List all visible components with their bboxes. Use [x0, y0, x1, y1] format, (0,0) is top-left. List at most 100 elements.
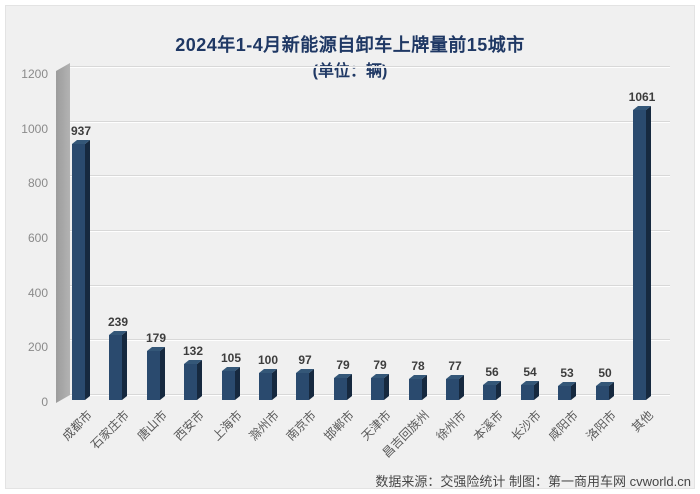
- bar-value-label: 132: [182, 344, 204, 358]
- x-axis-label: 徐州市: [433, 408, 469, 444]
- bar-value-label: 1061: [628, 90, 656, 104]
- bar-front-face: [446, 379, 459, 400]
- bar-value-label: 79: [336, 358, 350, 372]
- bar-top-face: [222, 367, 240, 371]
- bar-value-label: 79: [373, 358, 387, 372]
- bar-top-face: [371, 374, 389, 378]
- bar-front-face: [259, 373, 272, 400]
- bar: [222, 367, 240, 400]
- bar-front-face: [109, 335, 122, 400]
- bar-front-face: [558, 386, 571, 400]
- bar: [446, 375, 464, 400]
- x-axis-label: 天津市: [358, 408, 394, 444]
- bar-side-face: [459, 375, 464, 400]
- bar-side-face: [534, 381, 539, 400]
- bar-top-face: [521, 381, 539, 385]
- bar-top-face: [558, 382, 576, 386]
- x-axis-label: 石家庄市: [88, 408, 132, 452]
- x-axis-label: 滁州市: [246, 408, 282, 444]
- bar-side-face: [122, 331, 127, 400]
- bar-top-face: [72, 140, 90, 144]
- gridline: [70, 175, 670, 176]
- bar-side-face: [422, 375, 427, 400]
- bar-value-label: 239: [107, 315, 129, 329]
- bar-side-face: [197, 360, 202, 400]
- y-axis-tick-label: 400: [27, 286, 48, 300]
- x-axis-label: 洛阳市: [583, 408, 619, 444]
- bar-side-face: [272, 369, 277, 400]
- bar-side-face: [160, 347, 165, 400]
- bar-top-face: [446, 375, 464, 379]
- x-axis-label: 上海市: [209, 408, 245, 444]
- bar: [596, 382, 614, 400]
- bar: [147, 347, 165, 400]
- bar: [521, 381, 539, 400]
- bar-top-face: [109, 331, 127, 335]
- bar: [296, 369, 314, 400]
- gridline: [70, 394, 670, 395]
- y-axis-tick-label: 600: [27, 231, 48, 245]
- bar-value-label: 78: [411, 359, 425, 373]
- gridline: [70, 230, 670, 231]
- bar-side-face: [646, 106, 651, 400]
- bar-top-face: [483, 381, 501, 385]
- bar-side-face: [609, 382, 614, 400]
- bar: [409, 375, 427, 400]
- gridline: [70, 285, 670, 286]
- x-axis-label: 唐山市: [134, 408, 170, 444]
- bar-front-face: [371, 378, 384, 400]
- bar-top-face: [259, 369, 277, 373]
- x-axis-label: 咸阳市: [545, 408, 581, 444]
- bar-value-label: 100: [257, 353, 279, 367]
- gridline: [70, 339, 670, 340]
- bar-value-label: 50: [598, 366, 612, 380]
- chart-3d-side-wall: [56, 63, 70, 403]
- gridline: [70, 66, 670, 67]
- source-note: 数据来源：交强险统计 制图：第一商用车网 cvworld.cn: [375, 474, 691, 489]
- bar-side-face: [235, 367, 240, 400]
- bar-value-label: 937: [70, 124, 92, 138]
- bar-value-label: 179: [145, 331, 167, 345]
- bar-front-face: [184, 364, 197, 400]
- bar-front-face: [596, 386, 609, 400]
- x-axis-label: 南京市: [283, 408, 319, 444]
- bar: [72, 140, 90, 400]
- x-axis-label: 其他: [629, 408, 656, 435]
- y-axis-tick-label: 1000: [21, 122, 48, 136]
- bar-front-face: [72, 144, 85, 400]
- bar-side-face: [309, 369, 314, 400]
- bar-front-face: [334, 378, 347, 400]
- x-axis-label: 长沙市: [508, 408, 544, 444]
- bar: [371, 374, 389, 400]
- y-axis-tick-label: 800: [27, 176, 48, 190]
- bar-front-face: [147, 351, 160, 400]
- bar-value-label: 56: [485, 365, 499, 379]
- x-axis-label: 本溪市: [470, 408, 506, 444]
- bar-value-label: 105: [220, 351, 242, 365]
- y-axis-tick-label: 0: [41, 395, 48, 409]
- bar-value-label: 54: [523, 365, 537, 379]
- bar-side-face: [347, 374, 352, 400]
- bar: [334, 374, 352, 400]
- bar: [109, 331, 127, 400]
- bar-side-face: [571, 382, 576, 400]
- bar-top-face: [184, 360, 202, 364]
- bar-front-face: [296, 373, 309, 400]
- bar-value-label: 77: [448, 359, 462, 373]
- chart-subtitle: (单位：辆): [312, 63, 388, 80]
- gridline: [70, 121, 670, 122]
- bar-front-face: [521, 385, 534, 400]
- bar: [259, 369, 277, 400]
- bar-side-face: [85, 140, 90, 400]
- bar-top-face: [409, 375, 427, 379]
- x-axis-label: 邯郸市: [321, 408, 357, 444]
- x-axis-label: 西安市: [171, 408, 207, 444]
- bar-top-face: [633, 106, 651, 110]
- y-axis-tick-label: 200: [27, 340, 48, 354]
- bar: [633, 106, 651, 400]
- chart-panel: [5, 5, 695, 489]
- bar-front-face: [483, 385, 496, 400]
- bar-value-label: 97: [298, 353, 312, 367]
